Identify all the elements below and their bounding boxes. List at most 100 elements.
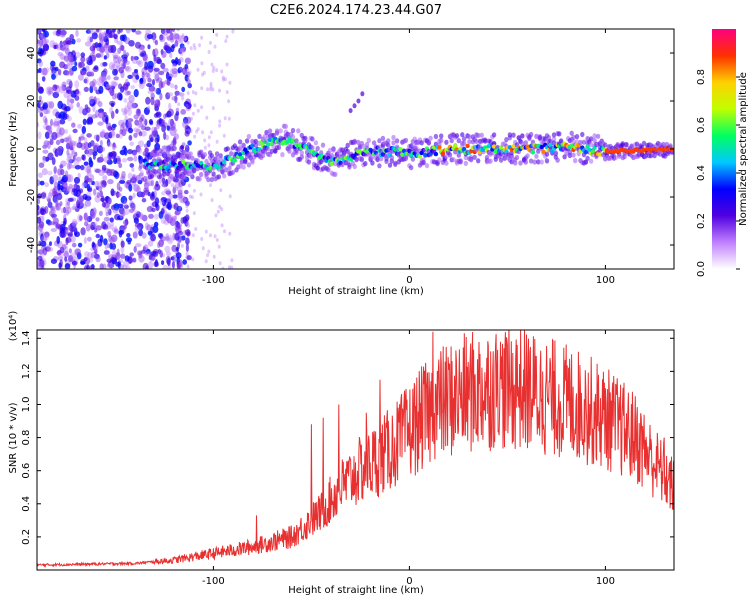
ridge-halo-point [629, 143, 634, 149]
noise-point [187, 183, 191, 188]
noise-point [118, 67, 125, 74]
noise-point [180, 235, 186, 241]
y-tick-label: -40 [26, 237, 37, 253]
noise-point [136, 121, 143, 129]
ridge-halo-point [243, 159, 248, 165]
noise-point [196, 67, 200, 72]
ridge-halo-point [354, 157, 359, 163]
noise-point [107, 198, 112, 204]
x-tick-label: 0 [406, 576, 412, 587]
noise-point [133, 132, 138, 138]
ridge-halo-point [620, 142, 625, 148]
noise-point [144, 61, 149, 70]
noise-point [153, 56, 157, 65]
ridge-halo-point [190, 174, 195, 180]
noise-point [42, 155, 46, 164]
ridge-halo-point [428, 135, 433, 141]
noise-point [112, 142, 116, 148]
noise-point [110, 188, 115, 197]
noise-point [76, 102, 80, 108]
noise-point [182, 46, 187, 52]
y-tick-label: 0.8 [21, 430, 32, 446]
noise-point [184, 63, 189, 70]
noise-point [38, 259, 45, 268]
noise-point [91, 84, 95, 89]
noise-point [93, 65, 99, 70]
noise-point [114, 225, 118, 233]
noise-point [144, 72, 151, 80]
noise-point [122, 111, 128, 116]
noise-point [37, 29, 42, 35]
noise-point [185, 237, 190, 245]
ridge-halo-point [237, 139, 243, 145]
noise-point [131, 178, 137, 187]
noise-point [66, 156, 73, 163]
noise-point [38, 60, 43, 67]
ridge-halo-point [326, 167, 331, 173]
noise-point [186, 116, 192, 124]
noise-point [223, 229, 226, 234]
noise-point [178, 91, 182, 96]
noise-point [62, 220, 67, 226]
noise-point [87, 252, 93, 259]
noise-point [101, 201, 106, 208]
noise-point [48, 87, 54, 95]
noise-point [53, 121, 60, 127]
noise-point [135, 243, 142, 248]
noise-point [37, 249, 44, 255]
noise-point [104, 206, 109, 214]
noise-point [138, 117, 144, 123]
noise-point [151, 201, 158, 208]
noise-point [75, 29, 79, 37]
noise-point [68, 55, 74, 63]
noise-point [164, 42, 168, 47]
noise-point [124, 60, 130, 65]
noise-point [188, 194, 192, 199]
noise-point [116, 248, 120, 257]
noise-point [200, 61, 204, 66]
noise-point [91, 114, 98, 119]
y-tick-label: 20 [26, 95, 37, 108]
noise-point [39, 207, 45, 215]
noise-point [180, 145, 185, 150]
noise-point [78, 106, 84, 114]
noise-point [110, 150, 116, 159]
ridge-halo-point [375, 155, 380, 161]
noise-point [138, 122, 144, 128]
ridge-core-point [587, 147, 592, 152]
noise-point [140, 249, 147, 254]
noise-point [172, 254, 177, 264]
noise-point [62, 40, 68, 46]
noise-point [123, 49, 126, 55]
noise-point [89, 71, 95, 77]
noise-point [71, 148, 75, 155]
noise-point [101, 221, 107, 230]
noise-point [173, 145, 177, 150]
noise-point [211, 87, 215, 92]
noise-point [60, 103, 67, 111]
noise-point [180, 243, 184, 248]
noise-point [220, 207, 224, 212]
noise-point [125, 29, 131, 34]
ridge-halo-point [564, 150, 569, 156]
ridge-halo-point [588, 158, 594, 164]
noise-point [119, 149, 126, 156]
noise-point [139, 78, 144, 84]
noise-point [80, 52, 86, 58]
noise-point [41, 39, 48, 46]
noise-point [187, 140, 192, 146]
ridge-halo-point [315, 165, 320, 171]
noise-point [153, 48, 159, 57]
ridge-halo-point [147, 169, 153, 175]
noise-point [160, 49, 164, 55]
ridge-halo-point [162, 168, 167, 174]
colorbar-tick-label: 0.0 [696, 261, 707, 277]
noise-point [48, 192, 53, 199]
noise-point [174, 128, 178, 133]
noise-point [133, 89, 139, 98]
noise-point [65, 202, 71, 210]
noise-point [63, 129, 69, 134]
noise-point [225, 90, 229, 95]
noise-point [171, 29, 175, 32]
y-tick-label: -20 [26, 189, 37, 205]
